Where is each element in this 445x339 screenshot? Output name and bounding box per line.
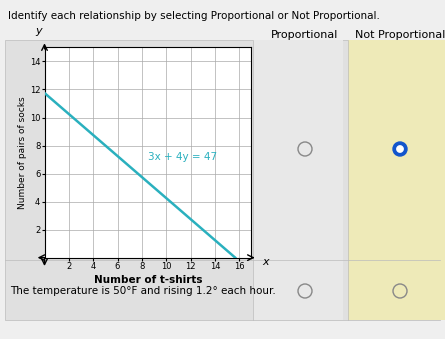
Text: Not Proportional: Not Proportional: [355, 30, 445, 40]
Bar: [253, 40, 343, 320]
Text: x: x: [263, 257, 269, 267]
Text: The temperature is 50°F and rising 1.2° each hour.: The temperature is 50°F and rising 1.2° …: [10, 286, 276, 296]
Text: Proportional: Proportional: [271, 30, 339, 40]
Text: Identify each relationship by selecting Proportional or Not Proportional.: Identify each relationship by selecting …: [8, 11, 380, 21]
Text: y: y: [35, 26, 42, 36]
Bar: [5, 40, 440, 320]
Text: 3x + 4y = 47: 3x + 4y = 47: [148, 152, 217, 162]
Circle shape: [393, 142, 407, 156]
Y-axis label: Number of pairs of socks: Number of pairs of socks: [18, 96, 27, 209]
Circle shape: [396, 145, 404, 153]
X-axis label: Number of t-shirts: Number of t-shirts: [94, 275, 202, 285]
Bar: [348, 40, 445, 320]
